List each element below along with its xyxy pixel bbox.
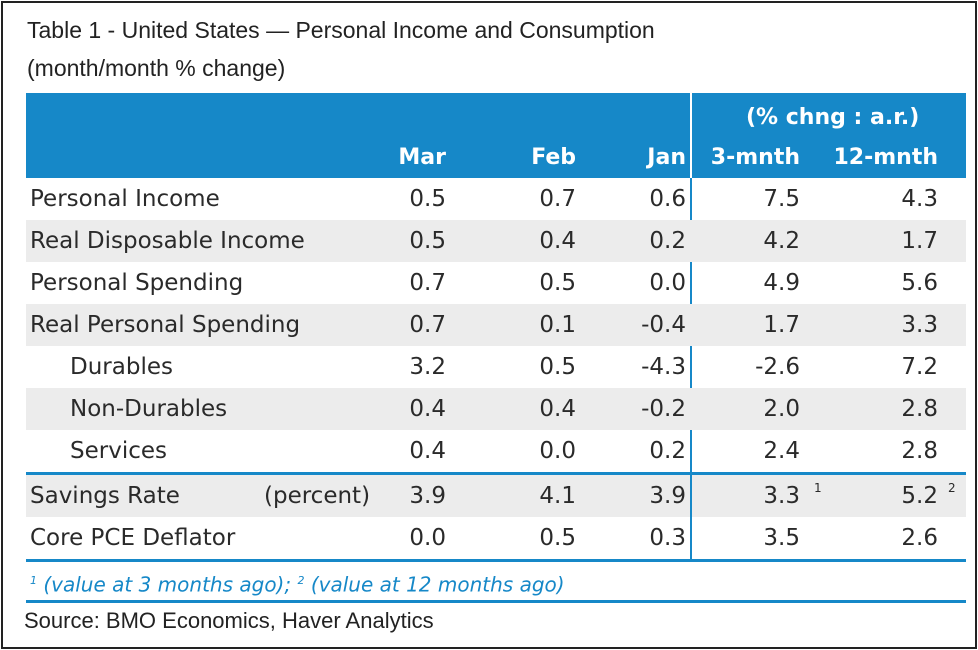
cell-jan: -4.3 xyxy=(641,354,686,380)
section-rule xyxy=(26,559,966,562)
col-header-feb: Feb xyxy=(531,145,576,170)
table-row: Real Personal Spending 0.7 0.1 -0.4 1.7 … xyxy=(26,304,966,346)
col-header-jan: Jan xyxy=(647,145,686,170)
cell-12mnth: 7.2 xyxy=(901,354,938,380)
table-row: Personal Spending 0.7 0.5 0.0 4.9 5.6 xyxy=(26,262,966,304)
cell-12mnth: 2.8 xyxy=(901,396,938,422)
cell-jan: 3.9 xyxy=(649,483,686,509)
body-divider-top xyxy=(690,178,692,556)
row-label: Durables xyxy=(70,354,173,380)
footnote-sup-2: 2 xyxy=(297,574,305,587)
row-label: Real Personal Spending xyxy=(30,312,301,338)
col-header-12mnth: 12-mnth xyxy=(833,145,938,170)
table-row: Durables 3.2 0.5 -4.3 -2.6 7.2 xyxy=(26,346,966,388)
cell-mar: 0.5 xyxy=(409,186,446,212)
cell-mar: 0.0 xyxy=(409,525,446,551)
row-label: Real Disposable Income xyxy=(30,228,305,254)
cell-3mnth: 4.2 xyxy=(763,228,800,254)
cell-12mnth: 3.3 xyxy=(901,312,938,338)
cell-feb: 0.7 xyxy=(539,186,576,212)
cell-mar: 3.9 xyxy=(409,483,446,509)
cell-3mnth: 2.4 xyxy=(763,438,800,464)
cell-3mnth: 4.9 xyxy=(763,270,800,296)
cell-3mnth: 3.3 xyxy=(763,483,800,509)
cell-3mnth: -2.6 xyxy=(755,354,800,380)
row-unit: (percent) xyxy=(264,483,371,509)
header-divider xyxy=(690,93,692,178)
annualized-header: (% chng : a.r.) xyxy=(746,105,920,130)
section-rule xyxy=(26,600,966,603)
cell-mar: 0.4 xyxy=(409,438,446,464)
cell-jan: 0.0 xyxy=(649,270,686,296)
table-row: Services 0.4 0.0 0.2 2.4 2.8 xyxy=(26,430,966,472)
cell-12mnth: 5.2 xyxy=(901,483,938,509)
table-footnote: 1 (value at 3 months ago); 2 (value at 1… xyxy=(26,562,966,600)
figure-title: Table 1 - United States — Personal Incom… xyxy=(27,11,655,87)
cell-jan: -0.2 xyxy=(641,396,686,422)
cell-mar: 3.2 xyxy=(409,354,446,380)
cell-feb: 0.4 xyxy=(539,396,576,422)
cell-jan: 0.3 xyxy=(649,525,686,551)
title-line-1: Table 1 - United States — Personal Incom… xyxy=(27,17,655,43)
cell-jan: 0.6 xyxy=(649,186,686,212)
cell-jan: 0.2 xyxy=(649,228,686,254)
col-header-3mnth: 3-mnth xyxy=(710,145,800,170)
cell-feb: 4.1 xyxy=(539,483,576,509)
row-label: Non-Durables xyxy=(70,396,228,422)
cell-3mnth: 7.5 xyxy=(763,186,800,212)
cell-3mnth: 3.5 xyxy=(763,525,800,551)
cell-feb: 0.0 xyxy=(539,438,576,464)
source-note: Source: BMO Economics, Haver Analytics xyxy=(24,608,434,633)
col-header-mar: Mar xyxy=(398,145,446,170)
cell-12mnth: 5.6 xyxy=(901,270,938,296)
cell-feb: 0.1 xyxy=(539,312,576,338)
footnote-text-1: (value at 3 months ago); xyxy=(37,572,298,597)
cell-mar: 0.5 xyxy=(409,228,446,254)
title-line-2: (month/month % change) xyxy=(27,55,286,81)
footnote-sup-1: 1 xyxy=(30,574,37,587)
cell-3mnth: 2.0 xyxy=(763,396,800,422)
income-consumption-table: (% chng : a.r.) Mar Feb Jan 3-mnth 12-mn… xyxy=(26,93,966,603)
footnote-marker-1: 1 xyxy=(814,481,822,495)
cell-jan: -0.4 xyxy=(641,312,686,338)
row-label: Savings Rate xyxy=(30,483,180,509)
cell-feb: 0.4 xyxy=(539,228,576,254)
cell-jan: 0.2 xyxy=(649,438,686,464)
core-pce-row: Core PCE Deflator 0.0 0.5 0.3 3.5 2.6 xyxy=(26,517,966,559)
cell-mar: 0.4 xyxy=(409,396,446,422)
table-body: Personal Income 0.5 0.7 0.6 7.5 4.3 Real… xyxy=(26,178,966,603)
cell-mar: 0.7 xyxy=(409,312,446,338)
savings-rate-row: Savings Rate (percent) 3.9 4.1 3.9 3.3 1… xyxy=(26,475,966,517)
table-row: Personal Income 0.5 0.7 0.6 7.5 4.3 xyxy=(26,178,966,220)
cell-feb: 0.5 xyxy=(539,270,576,296)
cell-12mnth: 2.6 xyxy=(901,525,938,551)
cell-12mnth: 1.7 xyxy=(901,228,938,254)
row-label: Services xyxy=(70,438,167,464)
table-row: Non-Durables 0.4 0.4 -0.2 2.0 2.8 xyxy=(26,388,966,430)
body-divider-bottom xyxy=(690,475,692,559)
footnote-text-2: (value at 12 months ago) xyxy=(304,572,565,597)
cell-feb: 0.5 xyxy=(539,354,576,380)
section-rule xyxy=(26,472,966,475)
row-label: Personal Spending xyxy=(30,270,244,296)
footnote-marker-2: 2 xyxy=(948,481,956,495)
cell-3mnth: 1.7 xyxy=(763,312,800,338)
table-row: Real Disposable Income 0.5 0.4 0.2 4.2 1… xyxy=(26,220,966,262)
row-label: Personal Income xyxy=(30,186,220,212)
cell-12mnth: 4.3 xyxy=(901,186,938,212)
cell-feb: 0.5 xyxy=(539,525,576,551)
cell-12mnth: 2.8 xyxy=(901,438,938,464)
table-header: (% chng : a.r.) Mar Feb Jan 3-mnth 12-mn… xyxy=(26,93,966,178)
row-label: Core PCE Deflator xyxy=(30,525,236,551)
cell-mar: 0.7 xyxy=(409,270,446,296)
